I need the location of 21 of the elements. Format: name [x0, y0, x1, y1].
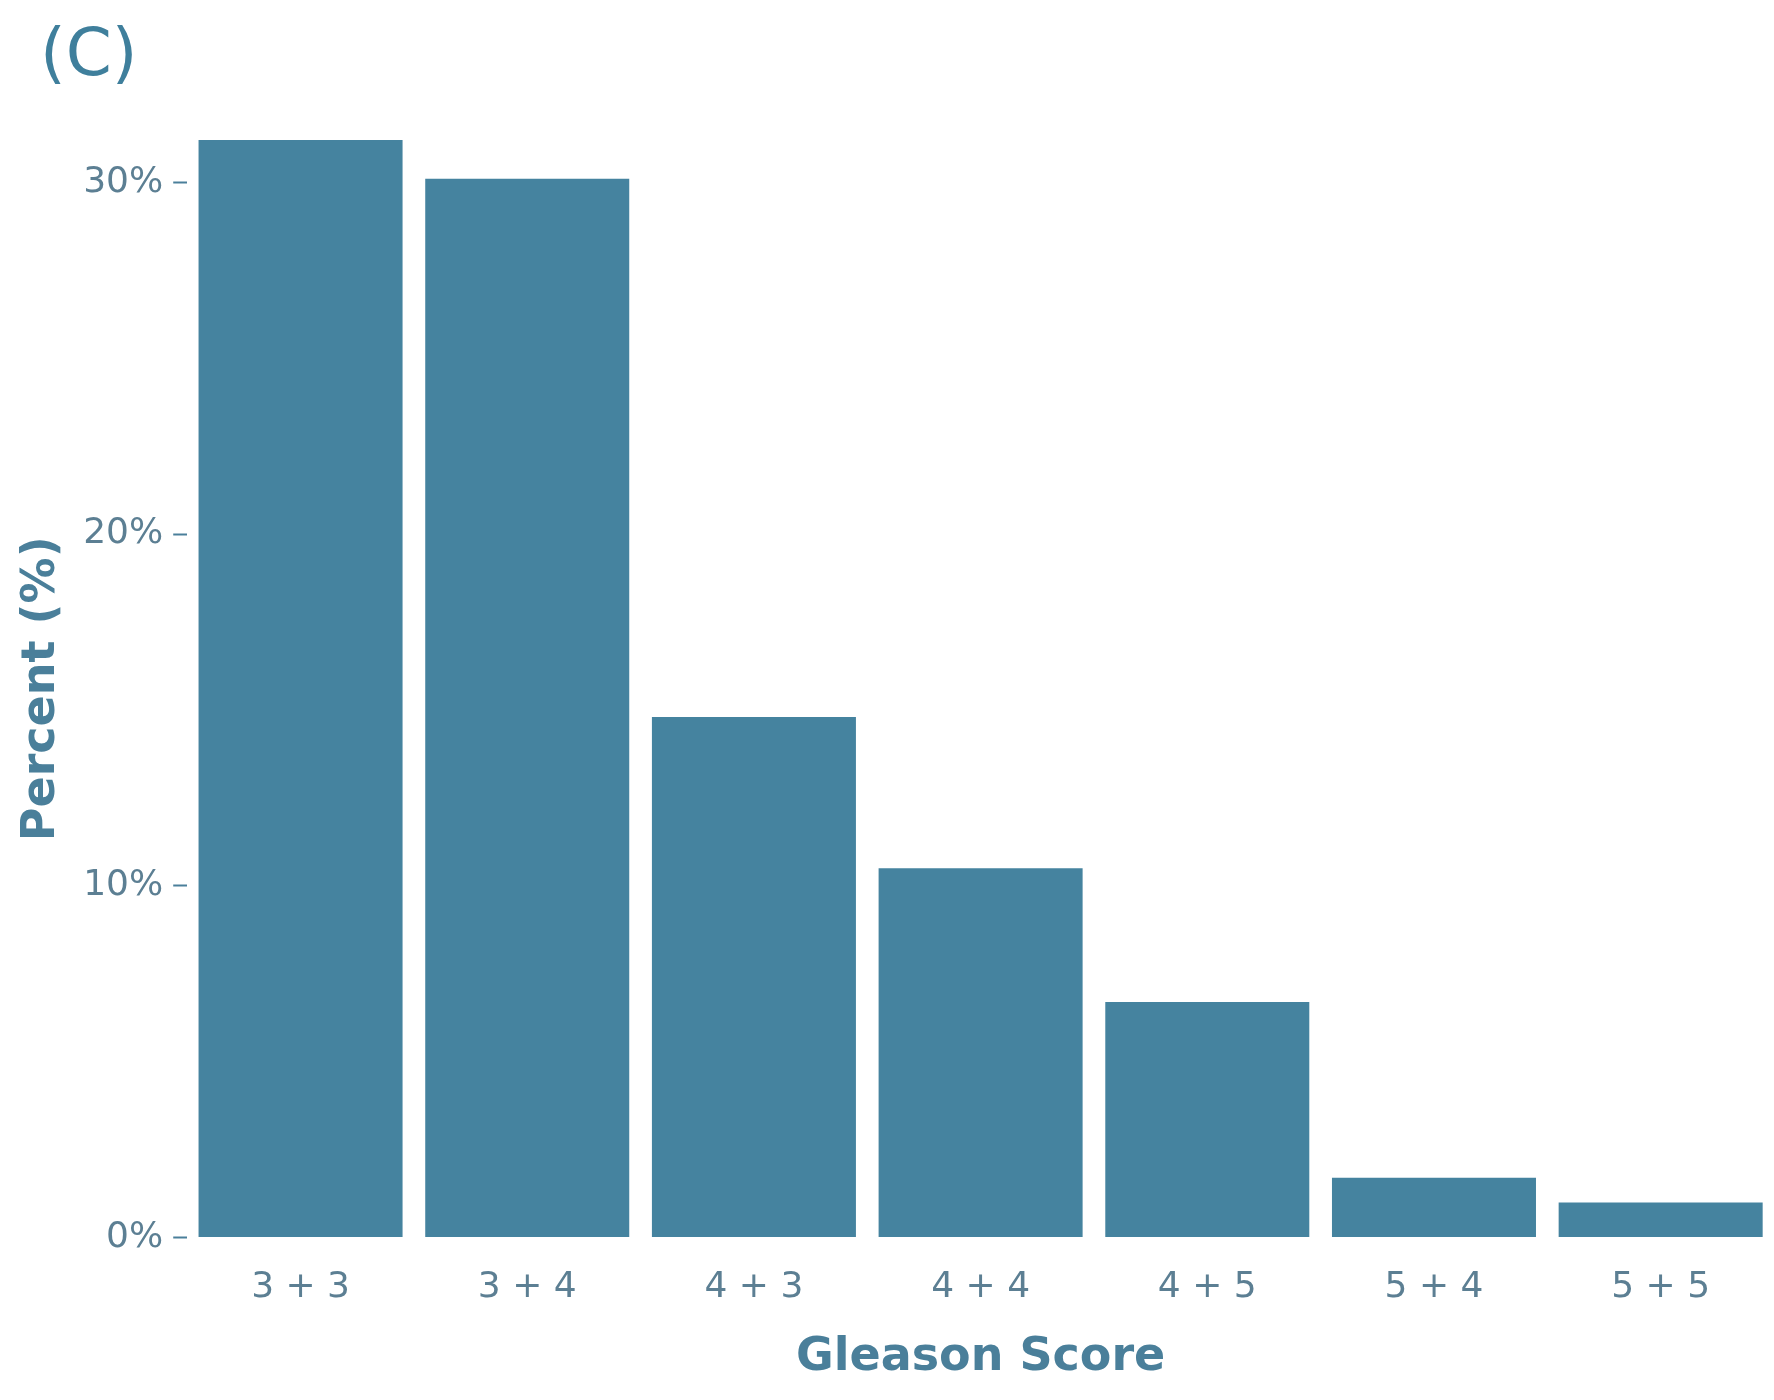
x-tick-label: 4 + 4	[931, 1263, 1031, 1305]
bar	[1558, 1202, 1763, 1238]
bar	[198, 140, 403, 1238]
x-tick-label: 4 + 5	[1157, 1263, 1257, 1305]
bar	[1331, 1177, 1536, 1238]
bar	[651, 716, 856, 1238]
y-tick-label: 0%	[106, 1213, 164, 1255]
y-axis-title: Percent (%)	[10, 536, 65, 842]
y-tick-label: 30%	[83, 158, 164, 200]
x-tick-label: 4 + 3	[704, 1263, 804, 1305]
x-tick-label: 5 + 4	[1384, 1263, 1484, 1305]
bar	[425, 178, 630, 1238]
y-tick-label: 10%	[83, 862, 164, 904]
x-tick-label: 3 + 4	[477, 1263, 577, 1305]
x-tick-label: 3 + 3	[251, 1263, 350, 1305]
text: (C)	[40, 14, 138, 92]
x-tick-label: 5 + 5	[1611, 1263, 1711, 1305]
x-axis-title: Gleason Score	[795, 1327, 1166, 1382]
y-tick-label: 20%	[83, 510, 164, 552]
bar	[1105, 1001, 1310, 1238]
bar	[878, 868, 1083, 1238]
